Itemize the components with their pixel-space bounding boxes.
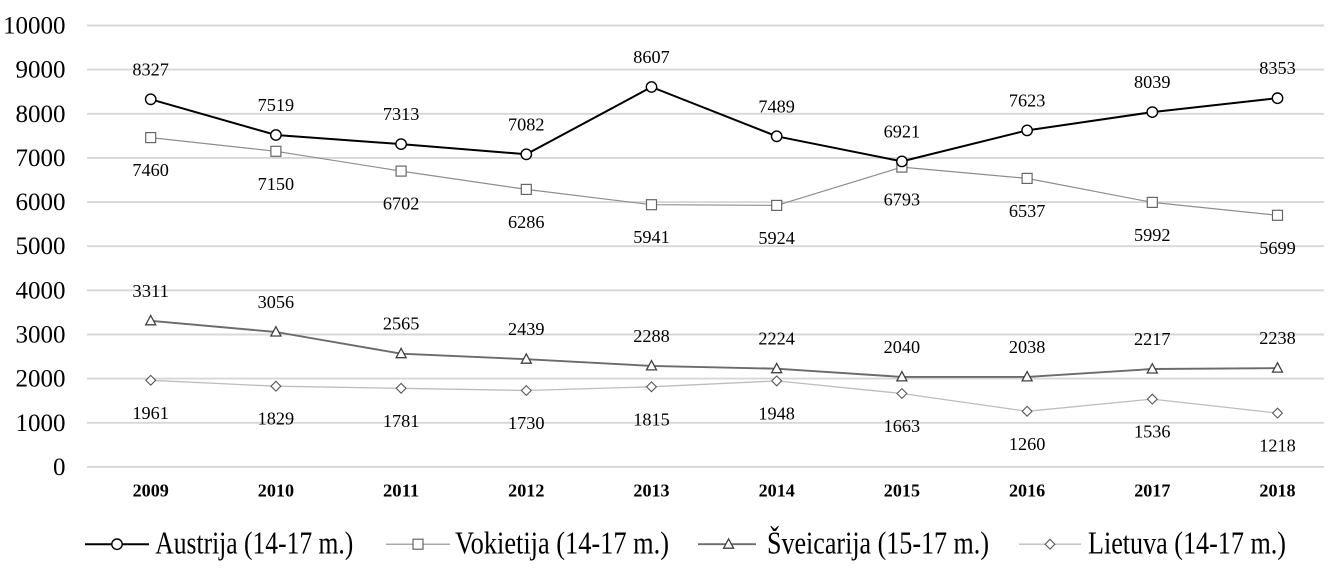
svg-text:7519: 7519 — [258, 95, 295, 115]
svg-text:2016: 2016 — [1009, 481, 1045, 501]
svg-text:2217: 2217 — [1134, 329, 1171, 349]
svg-text:5000: 5000 — [16, 233, 66, 260]
svg-text:2040: 2040 — [884, 337, 921, 357]
svg-text:3000: 3000 — [16, 322, 66, 349]
svg-text:2439: 2439 — [508, 319, 545, 339]
svg-text:7460: 7460 — [132, 160, 169, 180]
svg-text:8000: 8000 — [16, 101, 66, 128]
svg-text:10000: 10000 — [3, 13, 66, 40]
svg-text:6702: 6702 — [383, 194, 420, 214]
svg-text:5992: 5992 — [1134, 225, 1171, 245]
svg-text:6000: 6000 — [16, 189, 66, 216]
svg-text:7150: 7150 — [258, 174, 295, 194]
svg-text:2010: 2010 — [258, 481, 294, 501]
svg-text:6286: 6286 — [508, 212, 545, 232]
svg-text:1961: 1961 — [132, 403, 169, 423]
svg-text:7489: 7489 — [758, 96, 795, 116]
svg-text:0: 0 — [53, 454, 66, 481]
svg-text:8327: 8327 — [132, 59, 169, 79]
svg-text:6537: 6537 — [1009, 201, 1046, 221]
svg-text:2009: 2009 — [133, 481, 169, 501]
svg-text:5941: 5941 — [633, 227, 670, 247]
svg-text:2017: 2017 — [1134, 481, 1170, 501]
svg-text:5699: 5699 — [1259, 238, 1296, 258]
svg-text:Austrija (14-17 m.): Austrija (14-17 m.) — [155, 526, 353, 561]
svg-text:1260: 1260 — [1009, 434, 1046, 454]
svg-text:2038: 2038 — [1009, 337, 1046, 357]
svg-text:2015: 2015 — [884, 481, 920, 501]
svg-text:6921: 6921 — [884, 121, 921, 141]
svg-text:7082: 7082 — [508, 114, 545, 134]
svg-text:Vokietija (14-17 m.): Vokietija (14-17 m.) — [455, 526, 669, 561]
svg-text:8353: 8353 — [1259, 58, 1296, 78]
svg-text:7000: 7000 — [16, 145, 66, 172]
svg-text:2565: 2565 — [383, 314, 420, 334]
svg-text:1948: 1948 — [758, 403, 795, 423]
svg-text:2018: 2018 — [1259, 481, 1295, 501]
svg-text:5924: 5924 — [758, 228, 795, 248]
svg-text:2014: 2014 — [759, 481, 795, 501]
svg-text:7313: 7313 — [383, 104, 420, 124]
svg-text:1730: 1730 — [508, 413, 545, 433]
svg-text:9000: 9000 — [16, 57, 66, 84]
svg-text:2224: 2224 — [758, 329, 795, 349]
svg-text:8607: 8607 — [633, 47, 670, 67]
svg-text:6793: 6793 — [884, 190, 921, 210]
svg-text:1781: 1781 — [383, 411, 420, 431]
svg-text:1536: 1536 — [1134, 422, 1171, 442]
svg-text:1218: 1218 — [1259, 436, 1296, 456]
svg-text:2011: 2011 — [383, 481, 419, 501]
svg-text:3311: 3311 — [132, 281, 169, 301]
svg-text:1815: 1815 — [633, 409, 670, 429]
svg-text:2012: 2012 — [508, 481, 544, 501]
svg-text:2238: 2238 — [1259, 328, 1296, 348]
svg-text:2288: 2288 — [633, 326, 670, 346]
svg-text:1829: 1829 — [258, 409, 295, 429]
svg-text:3056: 3056 — [258, 292, 295, 312]
svg-text:8039: 8039 — [1134, 72, 1171, 92]
svg-text:4000: 4000 — [16, 277, 66, 304]
svg-text:Lietuva (14-17 m.): Lietuva (14-17 m.) — [1088, 526, 1286, 561]
svg-text:7623: 7623 — [1009, 90, 1046, 110]
svg-text:2000: 2000 — [16, 366, 66, 393]
svg-text:1663: 1663 — [884, 416, 921, 436]
svg-text:2013: 2013 — [633, 481, 669, 501]
svg-text:1000: 1000 — [16, 410, 66, 437]
svg-text:Šveicarija (15-17 m.): Šveicarija (15-17 m.) — [767, 526, 989, 561]
